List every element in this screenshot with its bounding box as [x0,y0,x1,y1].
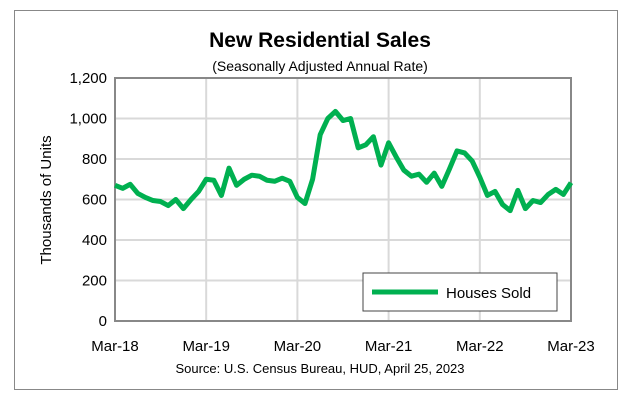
x-tick-label: Mar-18 [91,338,139,355]
chart-title: New Residential Sales [209,29,431,52]
source-note: Source: U.S. Census Bureau, HUD, April 2… [175,361,464,376]
series-line-houses-sold [114,108,574,214]
y-tick-label: 600 [82,192,107,209]
x-tick-label: Mar-23 [547,338,595,355]
y-axis-label: Thousands of Units [38,135,55,264]
y-tick-label: 200 [82,273,107,290]
y-tick-label: 800 [82,151,107,168]
x-tick-label: Mar-21 [365,338,413,355]
x-tick-label: Mar-20 [274,338,322,355]
y-tick-label: 1,000 [69,111,107,128]
y-tick-label: 1,200 [69,70,107,87]
chart-frame [14,10,618,390]
legend-label: Houses Sold [446,285,531,302]
x-tick-label: Mar-19 [182,338,230,355]
y-tick-label: 0 [99,313,107,330]
y-tick-label: 400 [82,232,107,249]
legend: Houses Sold [362,272,558,312]
chart-subtitle: (Seasonally Adjusted Annual Rate) [212,58,428,74]
plot-area [114,77,572,322]
x-tick-label: Mar-22 [456,338,504,355]
